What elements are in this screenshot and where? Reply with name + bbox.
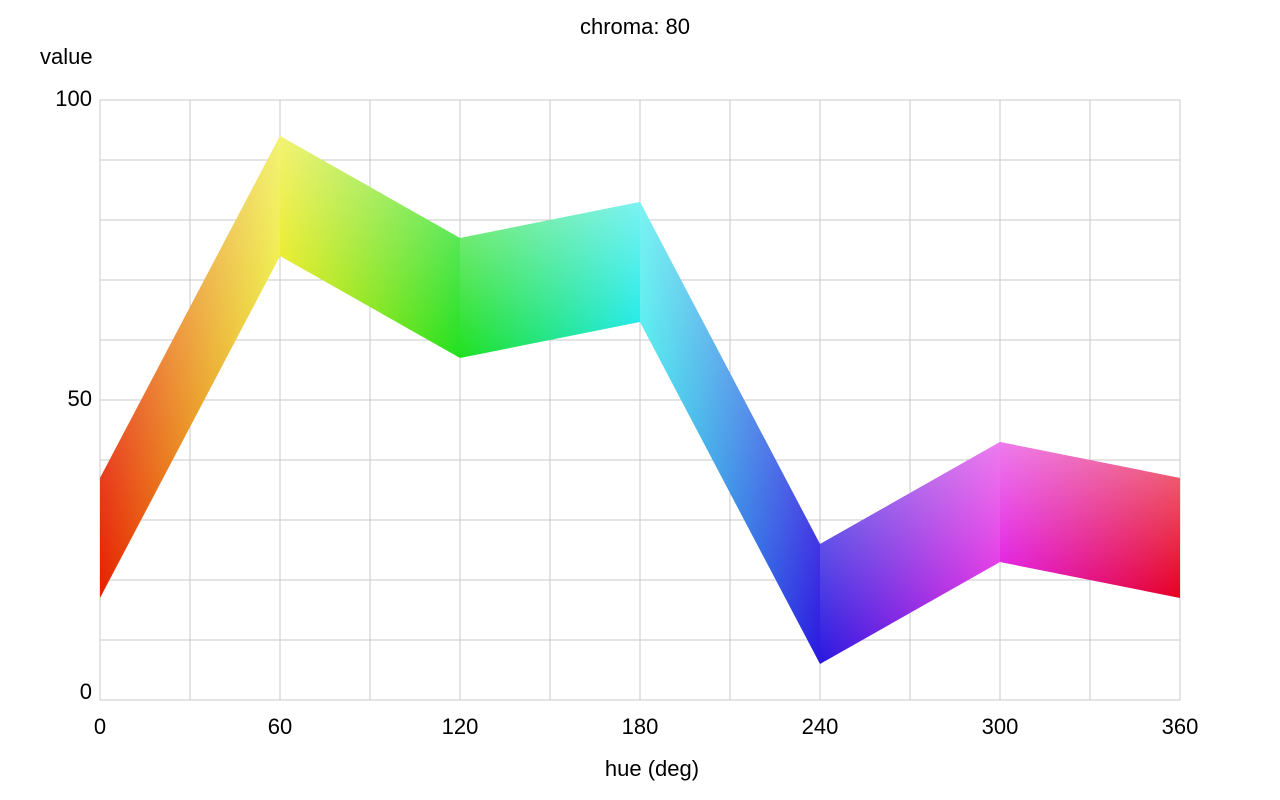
x-tick-label: 300 [982,714,1019,739]
band-segment-highlight [1000,442,1180,598]
band-segment-highlight [460,202,640,358]
band-segment-highlight [820,442,1000,664]
y-tick-label: 100 [55,86,92,111]
y-axis-label: value [40,44,93,69]
value-band [100,136,1180,664]
y-tick-label: 50 [68,386,92,411]
grid [99,99,1181,701]
tick-labels: 0 60 120 180 240 300 360 0 50 100 [55,86,1198,739]
band-segment-highlight [280,136,460,358]
band-segment-highlight [640,202,820,664]
x-axis-label: hue (deg) [605,756,699,781]
y-tick-label: 0 [80,679,92,704]
x-tick-label: 180 [622,714,659,739]
chart-title: chroma: 80 [580,14,690,39]
band-segment-highlight [100,136,280,598]
x-tick-label: 240 [802,714,839,739]
x-tick-label: 0 [94,714,106,739]
x-tick-label: 120 [442,714,479,739]
x-tick-label: 360 [1162,714,1199,739]
x-tick-label: 60 [268,714,292,739]
